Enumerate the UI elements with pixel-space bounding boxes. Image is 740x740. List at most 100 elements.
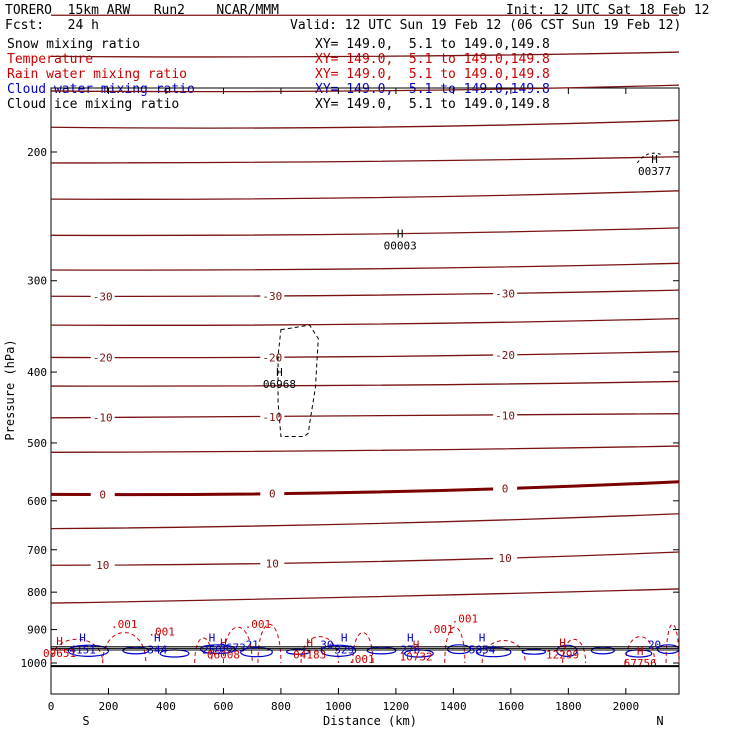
cloud-water-contour [403, 649, 434, 658]
contour-label: .001 [427, 623, 454, 636]
high-value: 09651 [43, 647, 76, 660]
isotherm-label-bg [493, 347, 518, 361]
plot-frame [50, 87, 680, 695]
high-marker: H [220, 637, 227, 650]
field-name-snow: Snow mixing ratio [7, 37, 141, 52]
isotherm-label-bg [493, 481, 518, 495]
high-value: 06968 [263, 378, 296, 391]
y-tick-label: 600 [27, 495, 47, 508]
y-tick-label: 500 [27, 437, 47, 450]
x-tick-label: 1400 [440, 700, 467, 713]
rain-contour [665, 624, 680, 664]
isotherm-line [50, 190, 680, 200]
rain-contour [352, 632, 374, 664]
isotherm-label: 0 [269, 488, 276, 501]
contour-label: .001 [148, 625, 175, 638]
cloud-water-contour [447, 644, 472, 655]
isotherm-label: -10 [495, 409, 515, 422]
high-value: 12299 [546, 649, 579, 662]
high-marker: H [413, 638, 420, 651]
high-marker: H [306, 637, 313, 650]
high-value: 4151 [69, 644, 96, 657]
high-value: 04183 [293, 649, 326, 662]
x-tick-label: 200 [99, 700, 119, 713]
high-marker: H [651, 153, 658, 166]
contour-label: 20 [648, 638, 661, 651]
cloud-water-contour [656, 644, 680, 655]
high-value: 5854 [469, 644, 496, 657]
field-xy-cloud-water: XY= 149.0, 5.1 to 149.0,149.8 [315, 82, 550, 97]
isotherm-line [50, 551, 680, 566]
high-value: 276 [400, 644, 420, 657]
isotherm-line [50, 317, 680, 326]
high-marker: H [276, 366, 283, 379]
y-tick-label: 800 [27, 586, 47, 599]
isotherm-line [50, 227, 680, 237]
y-tick-label: 200 [27, 146, 47, 159]
high-marker: H [209, 632, 216, 645]
endpoint-right: N [656, 714, 663, 728]
high-value: 10732 [399, 650, 432, 663]
isotherm-label: 10 [498, 552, 511, 565]
isotherm-label-bg [90, 487, 115, 501]
isotherm-label: -20 [93, 352, 113, 365]
rain-contour [102, 632, 147, 664]
isotherm-label-bg [90, 350, 115, 364]
isotherm-line [50, 51, 680, 58]
isotherm-line [50, 156, 680, 164]
high-marker: H [397, 228, 404, 241]
isotherm-label: 10 [96, 559, 109, 572]
high-marker: H [637, 645, 644, 658]
high-value: 344 [147, 644, 167, 657]
high-value: 259 [202, 644, 222, 657]
rain-contour [481, 640, 526, 664]
isotherm-label: -20 [262, 351, 282, 364]
high-marker: H [79, 632, 86, 645]
isotherm-label-bg [260, 556, 285, 570]
rain-contour [50, 638, 104, 664]
temperature-layer: -30 -30 -30 -20 -20 -20 -10 -10 -10 0 0 0 10 10 10 [50, 14, 680, 604]
contour-label: .001 [245, 618, 272, 631]
axes-layer: 0 200 400 600 800 1000 1200 1400 1600 1800 2000200… [21, 88, 679, 713]
high-marker: H [341, 632, 348, 645]
field-xy-rain: XY= 149.0, 5.1 to 149.0,149.8 [315, 67, 550, 82]
isotherm-label: -30 [262, 290, 282, 303]
isotherm-label: 0 [99, 489, 106, 502]
isotherm-label: -10 [93, 412, 113, 425]
x-tick-label: 1600 [498, 700, 525, 713]
isotherm-line [50, 119, 680, 129]
rain-contour [562, 638, 587, 664]
field-name-rain: Rain water mixing ratio [7, 67, 188, 82]
isotherm-label-bg [493, 408, 518, 422]
isotherm-label-bg [260, 288, 285, 302]
high-marker: H [154, 632, 161, 645]
isotherm-label-bg [90, 289, 115, 303]
isotherm-label-bg [493, 286, 518, 300]
contour-label: 21 [246, 638, 259, 651]
x-tick-label: 1200 [383, 700, 410, 713]
rain-contour [194, 637, 213, 664]
high-value: 06008 [207, 649, 240, 662]
x-tick-label: 0 [48, 700, 55, 713]
isotherm-label: -20 [495, 349, 515, 362]
contour-label: .001 [348, 653, 375, 666]
x-axis-label: Distance (km) [323, 714, 417, 728]
cloud-water-contour [625, 649, 653, 658]
x-tick-label: 800 [271, 700, 291, 713]
header-model: TORERO 15km ARW Run2 NCAR/MMM [5, 3, 279, 18]
isotherm-line [50, 289, 680, 298]
x-tick-label: 1000 [325, 700, 352, 713]
contour-label: .001 [111, 618, 138, 631]
y-tick-label: 900 [27, 624, 47, 637]
isotherm-line [50, 262, 680, 271]
isotherm-label-bg [90, 410, 115, 424]
isotherm-label: -30 [495, 287, 515, 300]
isotherm-line [50, 480, 680, 497]
isotherm-line [50, 513, 680, 530]
high-marker: H [56, 635, 63, 648]
contour-label: .001 [452, 612, 479, 625]
isotherm-label-bg [90, 558, 115, 572]
isotherm-label: -10 [262, 411, 282, 424]
y-tick-label: 400 [27, 366, 47, 379]
